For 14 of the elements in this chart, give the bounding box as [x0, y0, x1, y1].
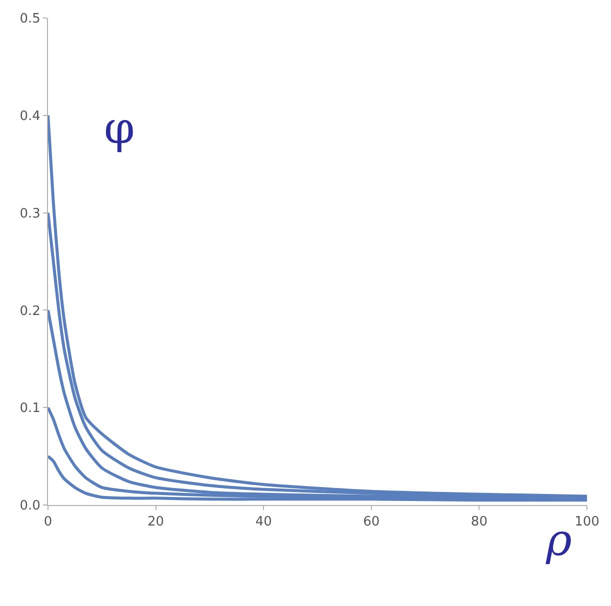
- x-tick-label: 0: [44, 514, 52, 530]
- y-tick-label: 0.3: [20, 206, 40, 222]
- x-tick-label: 100: [574, 514, 600, 530]
- y-tick-label: 0.0: [20, 498, 40, 514]
- y-tick-label: 0.4: [20, 108, 40, 124]
- y-axis-title: φ: [104, 103, 135, 154]
- y-tick-label: 0.1: [20, 401, 40, 416]
- x-tick-label: 40: [255, 514, 272, 530]
- x-tick-label: 80: [470, 514, 488, 530]
- y-tick-label: 0.2: [20, 304, 40, 319]
- x-tick-label: 20: [148, 514, 164, 530]
- y-tick-label: 0.5: [20, 12, 40, 27]
- x-axis-title: ρ: [545, 515, 572, 566]
- x-tick-label: 60: [363, 514, 380, 530]
